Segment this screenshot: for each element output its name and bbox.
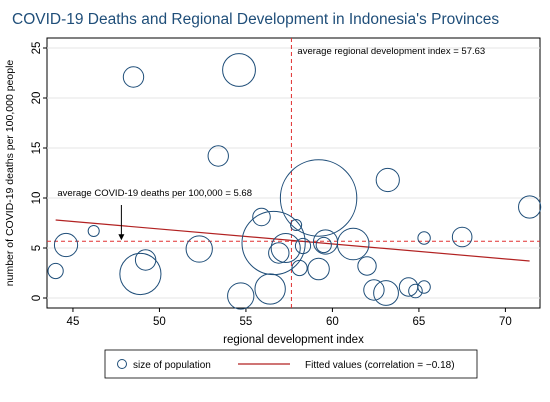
scatter-point (241, 210, 306, 276)
scatter-point (134, 249, 157, 271)
y-tick-label: 0 (31, 295, 43, 301)
scatter-point (279, 159, 358, 237)
scatter-point (87, 224, 100, 238)
reference-lines (47, 38, 540, 308)
y-tick-label: 15 (31, 142, 43, 155)
average-deaths-annotation: average COVID-19 deaths per 100,000 = 5.… (57, 188, 252, 199)
scatter-point (451, 226, 473, 248)
x-tick-label: 60 (326, 316, 339, 328)
x-tick-label: 70 (499, 316, 512, 328)
fitted-line (55, 219, 530, 262)
y-axis-label: number of COVID-19 deaths per 100,000 pe… (4, 60, 16, 287)
scatter-point (47, 262, 64, 280)
scatter-point (408, 283, 423, 299)
scatter-point (357, 256, 377, 276)
scatter-point (227, 282, 255, 310)
x-tick-label: 55 (240, 316, 253, 328)
legend-box (104, 349, 478, 379)
scatter-point (252, 207, 271, 227)
scatter-point (518, 195, 542, 219)
scatter-point (373, 280, 399, 306)
x-axis: 45 50 55 60 65 70 (67, 308, 512, 328)
scatter-point (268, 242, 290, 264)
scatter-point (254, 273, 286, 305)
scatter-point (53, 232, 79, 258)
legend: size of population Fitted values (correl… (104, 349, 478, 379)
legend-label-population: size of population (133, 360, 211, 371)
legend-label-fitted: Fitted values (correlation = −0.18) (305, 360, 455, 371)
y-tick-label: 10 (31, 192, 43, 205)
scatter-point (375, 167, 400, 193)
scatter-point (315, 236, 332, 254)
scatter-point (307, 257, 330, 281)
scatter-point (119, 252, 162, 296)
fitted-line-group (55, 219, 530, 262)
y-tick-label: 5 (31, 245, 43, 251)
scatter-point (270, 232, 301, 264)
x-tick-label: 45 (67, 316, 80, 328)
scatter-point (185, 235, 213, 263)
y-axis: 0 5 10 15 20 25 (31, 42, 47, 301)
scatter-point (290, 218, 303, 232)
average-development-annotation: average regional development index = 57.… (297, 46, 485, 57)
scatter-point (336, 227, 370, 261)
scatter-points (47, 53, 542, 310)
grid (47, 47, 540, 299)
scatter-point (291, 259, 308, 277)
scatter-point (417, 280, 431, 294)
y-tick-label: 20 (31, 92, 43, 105)
x-axis-label: regional development index (223, 334, 364, 346)
y-tick-label: 25 (31, 42, 43, 55)
chart-title: COVID-19 Deaths and Regional Development… (12, 11, 499, 28)
x-tick-label: 50 (153, 316, 166, 328)
scatter-point (363, 279, 385, 301)
scatter-point (122, 66, 145, 88)
legend-marker-population (117, 359, 127, 369)
annotation-arrowhead (118, 234, 125, 241)
scatter-point (417, 231, 431, 245)
scatter-point (294, 237, 312, 255)
x-tick-label: 65 (413, 316, 426, 328)
scatter-point (222, 53, 256, 87)
scatter-point (207, 145, 229, 167)
